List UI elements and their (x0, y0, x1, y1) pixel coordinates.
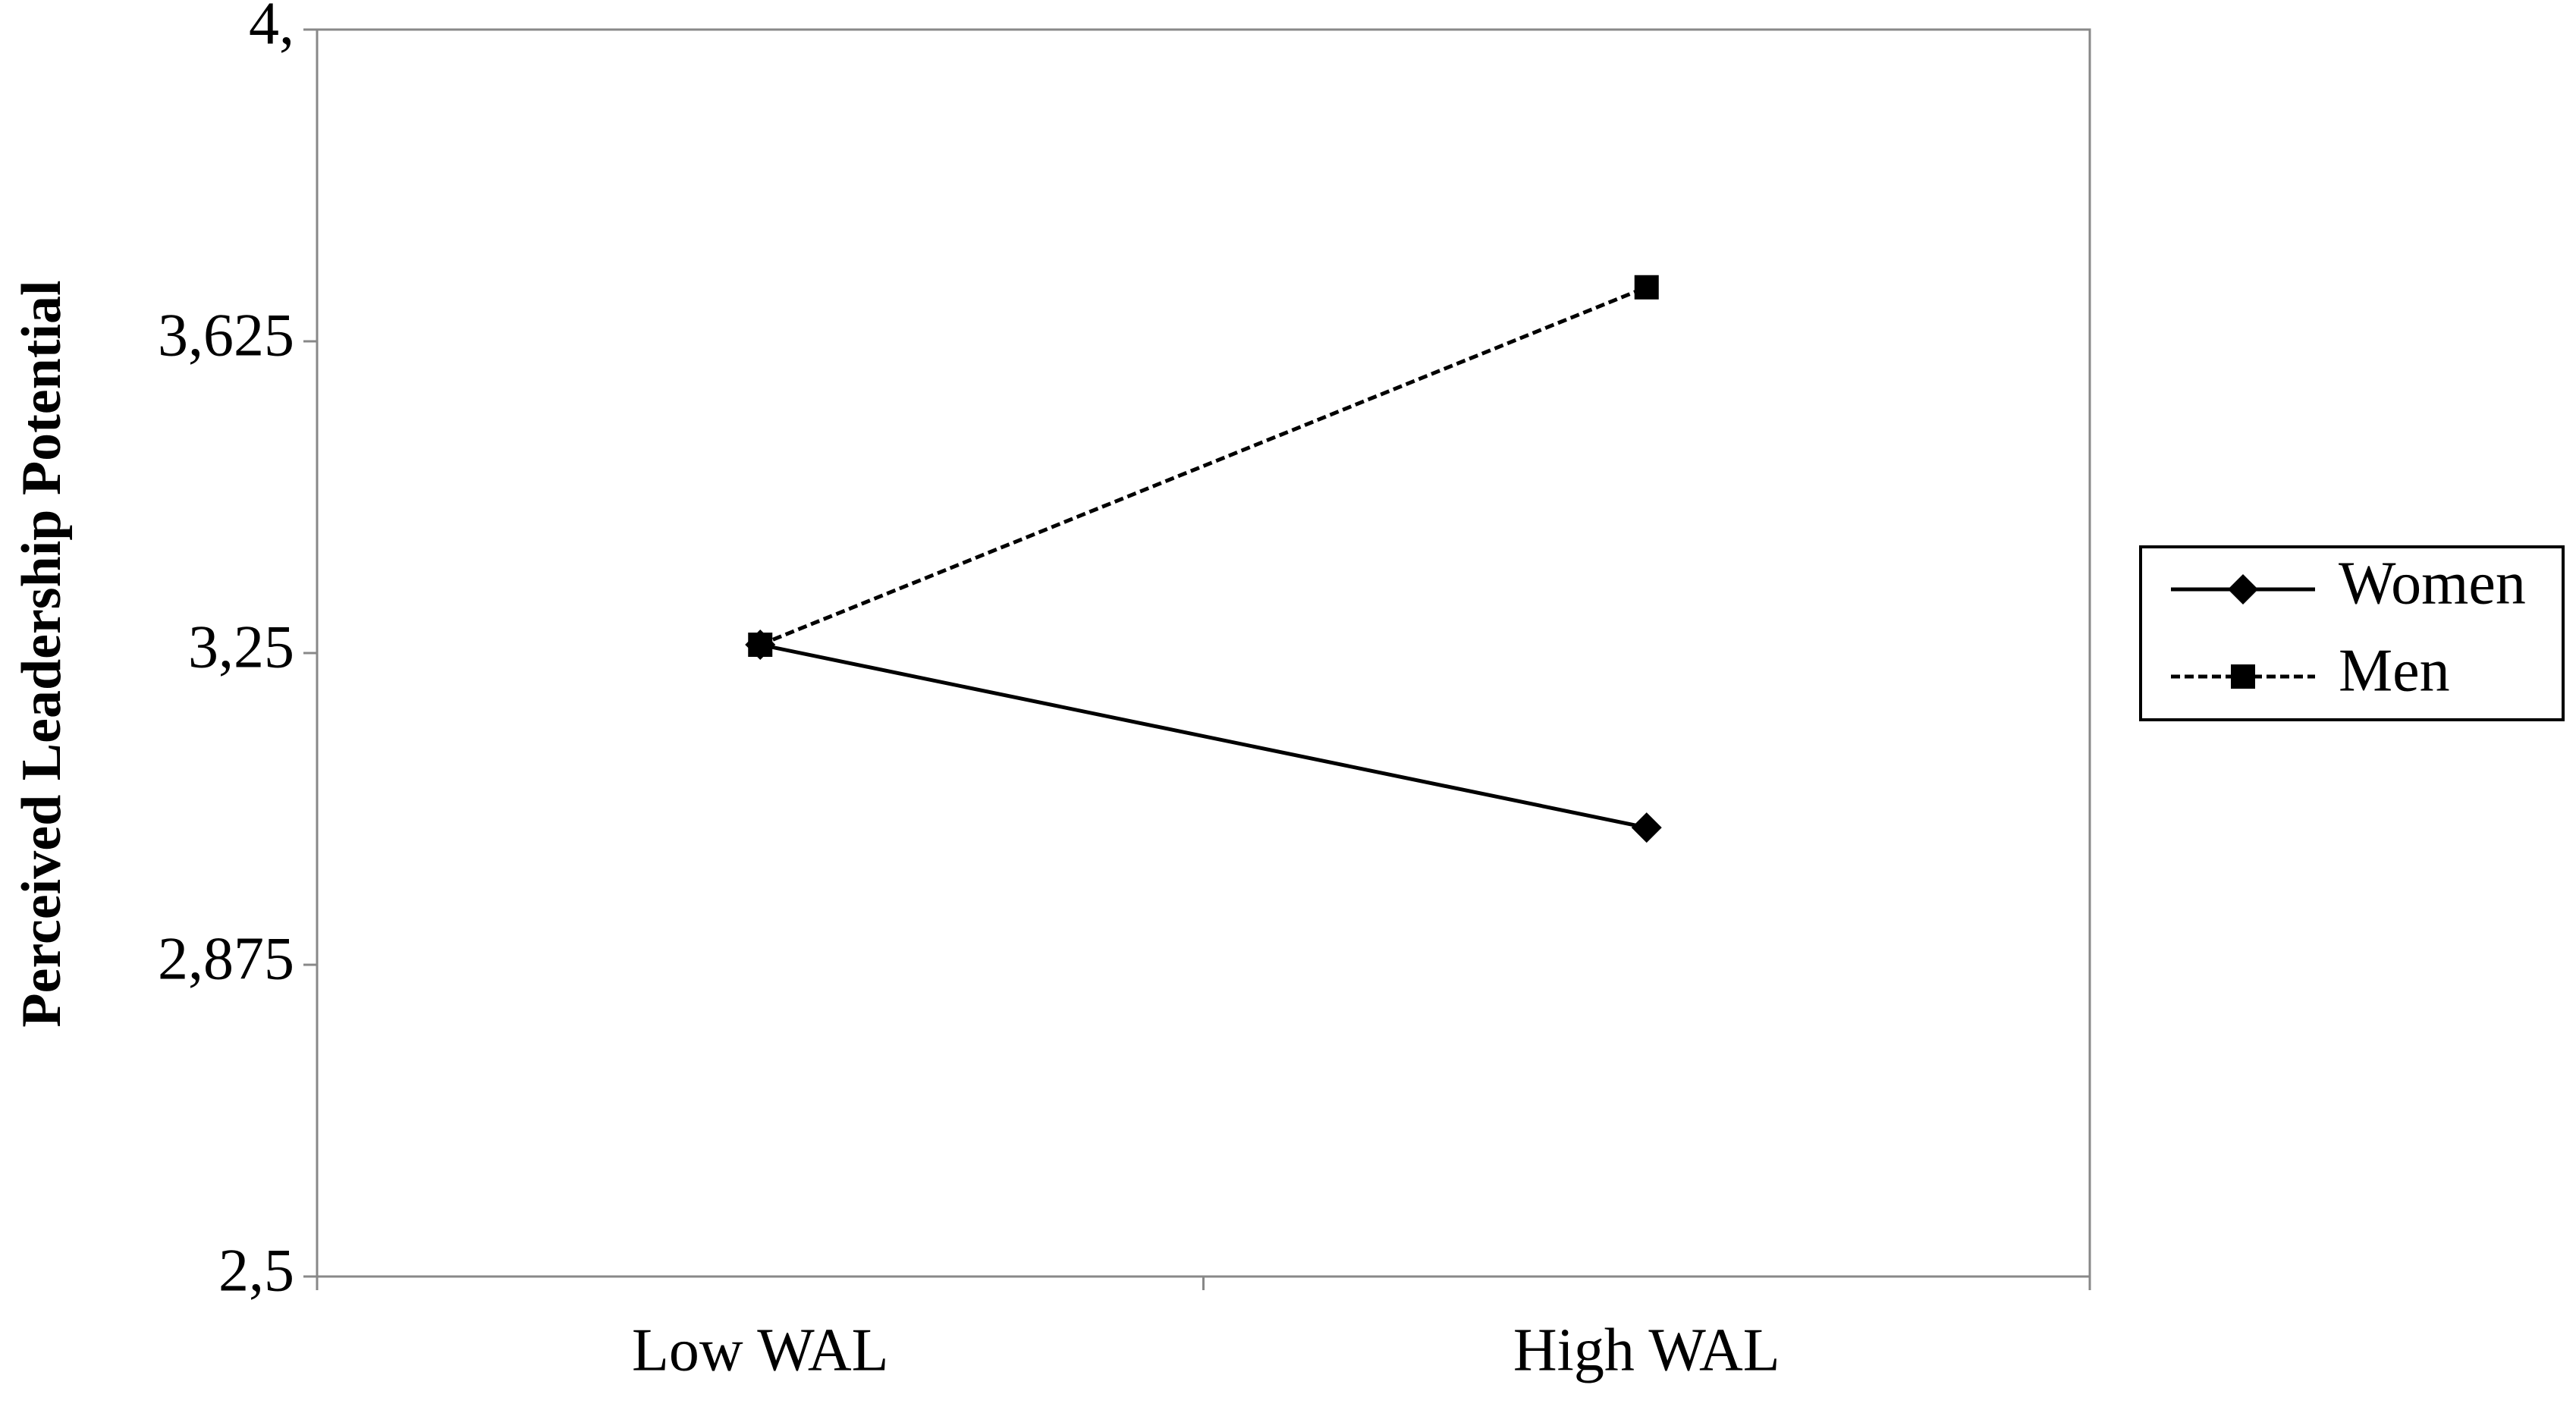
x-tick-label: Low WAL (632, 1317, 888, 1383)
legend-marker (2231, 664, 2255, 689)
series-marker (1634, 275, 1659, 300)
series-line (759, 285, 1648, 647)
y-tick-label: 3,25 (188, 614, 294, 680)
series-marker (748, 633, 773, 658)
series-marker (1631, 812, 1662, 843)
y-tick-label: 4, (249, 0, 294, 57)
legend-box (2139, 545, 2565, 721)
series-line (759, 642, 1648, 830)
legend-label: Women (2339, 550, 2526, 617)
y-tick-label: 2,875 (158, 925, 294, 992)
y-axis-label: Perceived Leadership Potential (11, 280, 73, 1027)
y-tick-label: 3,625 (158, 302, 294, 369)
y-tick-label: 2,5 (218, 1237, 294, 1304)
x-tick-label: High WAL (1513, 1317, 1780, 1383)
legend-label: Men (2339, 637, 2450, 704)
legend-marker (2228, 574, 2258, 605)
